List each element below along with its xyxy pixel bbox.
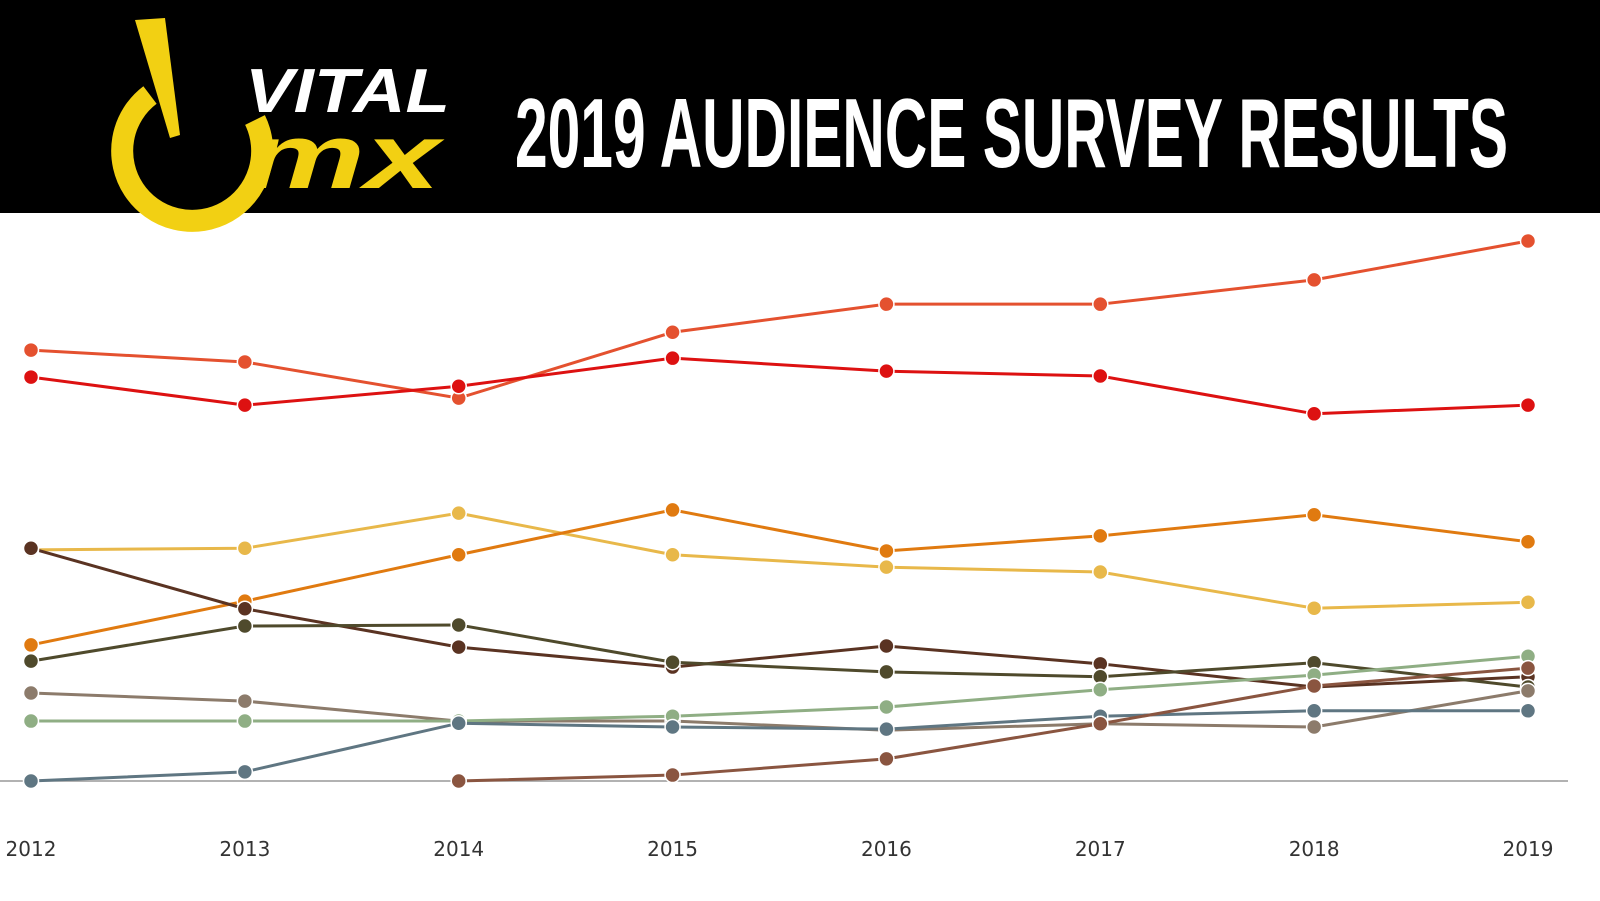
data-point [450,504,467,522]
chart-title: 2019 AUDIENCE SURVEY RESULTS [515,78,1508,188]
series-line [30,239,1529,400]
data-point [878,542,895,560]
data-point [236,540,254,557]
data-point [22,368,40,386]
logo: VITAL mx [111,18,450,232]
data-point [878,362,895,380]
logo-ring [111,86,274,232]
data-point [1092,367,1109,385]
data-point [1519,232,1537,250]
series-line [31,654,1529,723]
data-point [22,772,40,790]
x-tick-label: 2019 [1503,837,1554,861]
data-point [878,698,895,716]
x-tick-label: 2012 [6,837,57,861]
data-point [1092,563,1109,581]
data-point [1519,702,1537,720]
data-point [22,341,40,359]
data-point [1305,599,1323,617]
data-point [236,617,254,635]
x-tick-label: 2014 [433,837,484,861]
data-point [236,600,254,617]
data-point [236,353,254,371]
x-tick-label: 2016 [861,837,912,861]
series-line [30,511,1529,610]
data-point [22,652,40,670]
x-tick-label: 2018 [1289,837,1340,861]
data-point [1092,527,1109,545]
logo-bottom: mx [245,106,446,208]
data-point [664,766,681,784]
data-point [450,714,467,732]
data-point [1519,533,1537,551]
series-line [30,508,1529,647]
data-point [1305,677,1323,695]
data-point [664,501,681,519]
data-point [878,663,895,681]
data-point [22,712,40,730]
data-point [236,763,254,781]
data-point [450,546,467,563]
data-point [1305,718,1323,736]
data-point [1092,681,1109,698]
data-point [1519,659,1537,677]
x-tick-label: 2015 [647,837,698,861]
data-point [1519,682,1537,700]
data-point [236,712,254,730]
data-point [878,295,895,313]
data-point [1305,405,1323,423]
series-line [30,546,1529,689]
data-point [664,349,681,367]
data-point [1519,396,1537,414]
data-point [664,324,681,341]
data-point [22,684,40,702]
series-line [30,689,1529,732]
data-point [1305,702,1323,720]
data-point [664,718,681,736]
series-line [30,356,1529,416]
data-point [878,637,895,655]
data-point [450,378,467,395]
data-point [236,692,254,710]
series-line [458,666,1529,783]
x-tick-label: 2017 [1075,837,1126,861]
data-point [22,540,40,557]
data-point [1092,295,1109,313]
data-point [664,653,681,671]
data-point [1305,506,1323,524]
data-point [1092,715,1109,733]
data-point [878,750,895,768]
data-point [450,772,467,790]
data-point [1519,594,1537,611]
x-tick-label: 2013 [219,837,270,861]
series-line [30,623,1529,689]
data-point [450,638,467,656]
data-point [450,616,467,634]
data-point [236,396,254,414]
data-point [664,546,681,563]
logo-top: VITAL [245,57,450,126]
data-point [1305,271,1323,289]
data-point [878,720,895,738]
series-line [30,709,1528,783]
logo-needle [135,18,180,138]
data-point [878,558,895,576]
data-point [22,636,40,654]
